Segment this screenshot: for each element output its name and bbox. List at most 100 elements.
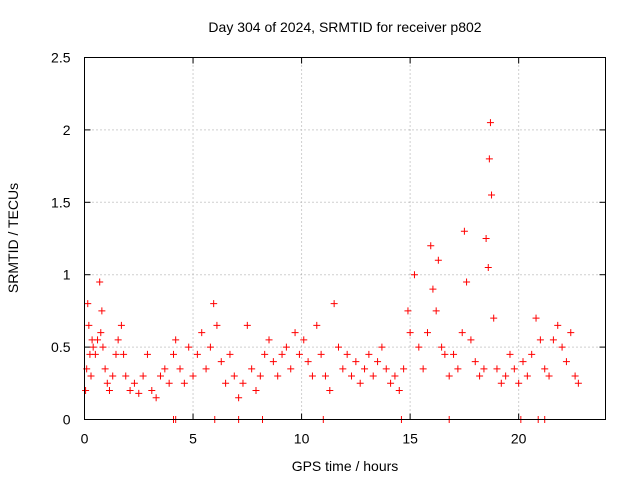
data-point bbox=[193, 350, 201, 358]
data-point bbox=[256, 372, 264, 380]
data-point bbox=[217, 358, 225, 366]
data-point bbox=[114, 336, 122, 344]
data-point bbox=[506, 350, 514, 358]
data-point bbox=[98, 307, 106, 315]
data-point bbox=[300, 336, 308, 344]
y-tick-label: 2 bbox=[63, 122, 71, 138]
data-point bbox=[210, 300, 218, 308]
data-point bbox=[282, 343, 290, 351]
data-point bbox=[404, 307, 412, 315]
data-point bbox=[571, 372, 579, 380]
x-tick-label: 0 bbox=[81, 431, 89, 447]
data-point bbox=[400, 365, 408, 373]
data-point bbox=[378, 343, 386, 351]
data-point bbox=[410, 271, 418, 279]
data-point bbox=[117, 321, 125, 329]
data-point bbox=[502, 372, 510, 380]
data-point bbox=[313, 321, 321, 329]
data-points bbox=[82, 119, 582, 423]
data-point bbox=[265, 336, 273, 344]
data-point bbox=[490, 314, 498, 322]
data-point bbox=[222, 379, 230, 387]
y-tick-label: 1.5 bbox=[51, 194, 71, 210]
data-point bbox=[239, 379, 247, 387]
data-point bbox=[252, 387, 260, 395]
x-axis-label: GPS time / hours bbox=[292, 458, 399, 474]
data-point bbox=[87, 372, 95, 380]
data-point bbox=[458, 329, 466, 337]
data-point bbox=[243, 321, 251, 329]
data-point bbox=[139, 372, 147, 380]
data-point bbox=[122, 372, 130, 380]
data-point bbox=[382, 365, 390, 373]
data-point bbox=[467, 336, 475, 344]
data-point bbox=[226, 350, 234, 358]
data-point bbox=[497, 379, 505, 387]
data-point bbox=[567, 329, 575, 337]
grid bbox=[84, 57, 606, 420]
data-point bbox=[493, 365, 501, 373]
axis-ticks bbox=[84, 57, 606, 420]
data-point bbox=[94, 336, 102, 344]
data-point bbox=[374, 358, 382, 366]
data-point bbox=[213, 321, 221, 329]
data-point bbox=[269, 358, 277, 366]
data-point bbox=[97, 329, 105, 337]
data-point bbox=[484, 263, 492, 271]
data-point bbox=[84, 300, 92, 308]
x-tick-label: 20 bbox=[511, 431, 527, 447]
data-point bbox=[99, 343, 107, 351]
data-point bbox=[365, 350, 373, 358]
data-point bbox=[391, 372, 399, 380]
data-point bbox=[387, 379, 395, 387]
plot-frame bbox=[84, 57, 606, 420]
data-point bbox=[343, 350, 351, 358]
data-point bbox=[202, 365, 210, 373]
data-point bbox=[120, 350, 128, 358]
data-point bbox=[480, 365, 488, 373]
data-point bbox=[105, 387, 113, 395]
data-point bbox=[135, 389, 143, 397]
data-point bbox=[558, 343, 566, 351]
data-point bbox=[248, 365, 256, 373]
data-point bbox=[295, 350, 303, 358]
data-point bbox=[434, 256, 442, 264]
data-point bbox=[152, 394, 160, 402]
x-tick-label: 10 bbox=[294, 431, 310, 447]
data-point bbox=[103, 379, 111, 387]
data-point bbox=[488, 191, 496, 199]
data-point bbox=[528, 350, 536, 358]
y-tick-label: 0.5 bbox=[51, 339, 71, 355]
data-point bbox=[261, 350, 269, 358]
data-point bbox=[432, 307, 440, 315]
data-point bbox=[523, 372, 531, 380]
data-point bbox=[165, 379, 173, 387]
data-point bbox=[482, 235, 490, 242]
data-point bbox=[554, 321, 562, 329]
data-point bbox=[176, 365, 184, 373]
data-point bbox=[406, 329, 414, 337]
data-point bbox=[109, 372, 117, 380]
data-point bbox=[352, 358, 360, 366]
data-point bbox=[574, 379, 582, 387]
data-point bbox=[278, 350, 286, 358]
data-point bbox=[321, 372, 329, 380]
data-point bbox=[180, 379, 188, 387]
data-point bbox=[441, 350, 449, 358]
data-point bbox=[304, 358, 312, 366]
data-point bbox=[82, 387, 90, 395]
data-point bbox=[450, 350, 458, 358]
data-point bbox=[91, 350, 99, 358]
x-tick-label: 15 bbox=[402, 431, 418, 447]
data-point bbox=[419, 365, 427, 373]
data-point bbox=[89, 343, 97, 351]
data-point bbox=[172, 336, 180, 344]
data-point bbox=[427, 242, 435, 250]
data-point bbox=[326, 387, 334, 395]
data-point bbox=[291, 329, 299, 337]
data-point bbox=[230, 372, 238, 380]
data-point bbox=[189, 372, 197, 380]
data-point bbox=[206, 343, 214, 351]
data-point bbox=[485, 155, 493, 163]
data-point bbox=[143, 350, 151, 358]
